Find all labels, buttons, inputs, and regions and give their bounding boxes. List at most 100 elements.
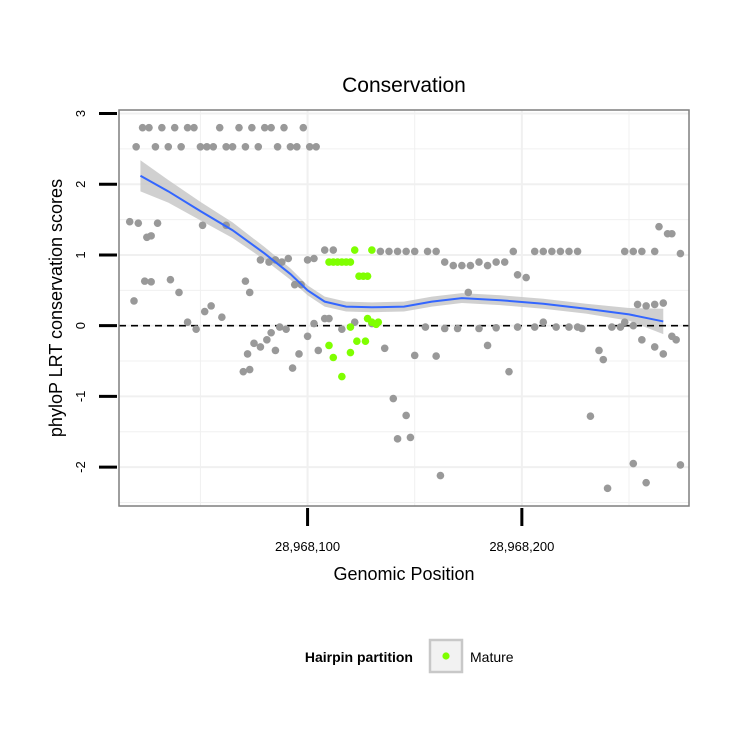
point-other [586,412,595,420]
point-other [638,336,646,344]
point-other [329,246,338,254]
point-other [265,258,273,266]
x-axis-label: Genomic Position [333,564,474,584]
point-other [458,261,466,270]
point-other [603,484,612,493]
point-other [310,319,318,328]
smooth-line [139,174,664,323]
point-mature [350,246,359,254]
point-other [299,123,308,132]
point-other [239,367,248,376]
point-other [132,142,140,151]
point-other [513,270,522,279]
point-mature [374,318,383,326]
point-other [629,247,638,256]
point-other [655,222,663,231]
point-mature [346,258,355,266]
x-tick-label: 28,968,100 [275,539,340,554]
point-other [436,471,445,480]
point-other [440,324,449,333]
point-other [483,341,492,350]
y-axis-label: phyloP LRT conservation scores [46,179,66,437]
point-other [215,123,224,132]
point-other [256,256,265,264]
point-mature [368,246,376,254]
point-other [449,261,458,270]
point-other [578,324,586,333]
point-other [389,394,398,403]
y-tick-label: -2 [73,461,88,473]
point-mature [361,337,370,346]
point-other [573,247,582,256]
point-other [147,232,155,240]
point-other [273,142,282,151]
point-other [376,247,385,256]
point-other [278,258,286,266]
y-tick-label: -1 [73,391,88,403]
point-other [293,142,301,151]
point-other [248,123,256,132]
point-other [500,258,509,266]
point-other [522,273,530,282]
point-other [218,313,226,321]
point-other [222,142,230,151]
point-other [280,123,288,132]
y-tick-label: 2 [73,181,88,188]
point-other [196,142,205,151]
point-other [453,324,462,333]
point-mature [346,323,355,331]
point-other [565,323,573,331]
legend-title: Hairpin partition [305,649,413,665]
point-other [380,344,389,353]
point-other [629,459,638,468]
point-other [267,328,275,337]
point-other [170,123,179,132]
point-other [492,324,500,332]
point-other [203,142,211,151]
point-other [565,247,573,256]
point-mature [338,372,346,381]
point-other [275,323,284,331]
point-other [250,339,258,348]
point-other [659,350,668,358]
point-other [145,123,153,132]
point-other [310,254,318,263]
point-other [312,142,320,151]
point-other [629,321,638,330]
point-other [650,300,659,309]
point-other [650,343,659,351]
point-other [432,352,440,360]
legend: Hairpin partition Mature [305,638,514,674]
point-other [608,323,616,331]
point-other [406,433,415,442]
point-other [505,367,513,376]
point-other [228,142,237,151]
point-other [235,123,243,132]
plot-panel-border [118,109,690,507]
point-other [423,247,432,256]
point-other [288,364,297,372]
x-axis: 28,968,100 28,968,200 [275,508,554,554]
point-other [338,325,346,334]
point-other [305,142,314,151]
point-other [153,219,162,227]
point-other [282,325,290,334]
point-other [183,123,192,132]
point-other [402,411,410,420]
point-other [393,435,402,443]
point-other [556,247,565,256]
point-mature [325,341,333,350]
point-other [659,299,668,307]
point-other [650,247,659,256]
point-other [492,258,500,266]
point-other [676,249,685,258]
point-other [475,258,483,266]
point-other [200,307,209,316]
point-other [254,142,263,151]
point-other [530,247,539,256]
point-other [177,142,185,151]
point-other [539,318,548,326]
point-other [166,275,175,284]
point-other [325,314,333,323]
